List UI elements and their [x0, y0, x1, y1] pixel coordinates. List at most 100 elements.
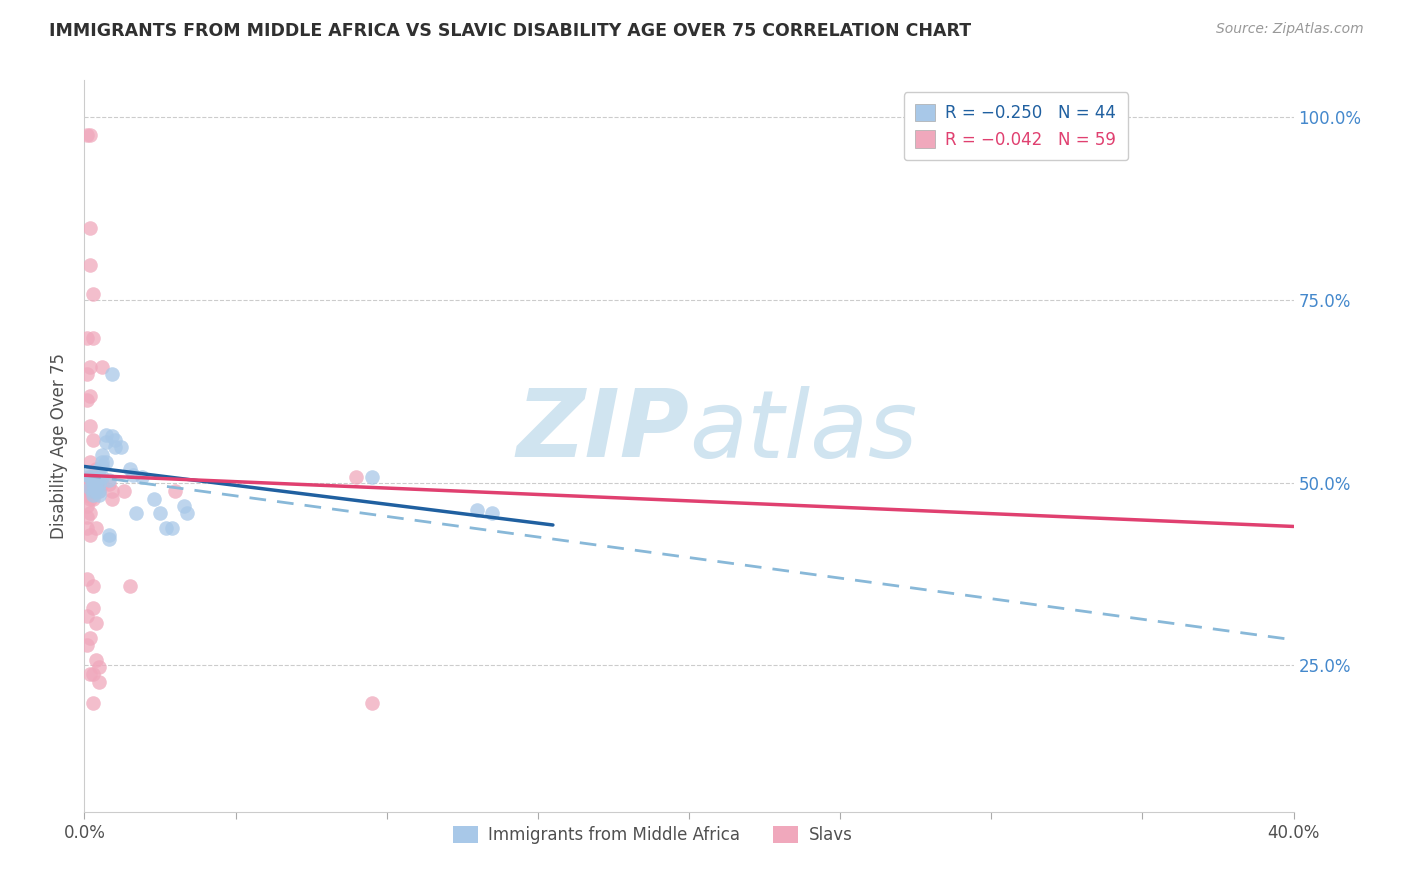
Point: [82, 477, 104, 491]
Point: [125, 506, 148, 520]
Point: [97, 474, 120, 488]
Point: [76, 484, 98, 499]
Point: [79, 484, 101, 499]
Text: IMMIGRANTS FROM MIDDLE AFRICA VS SLAVIC DISABILITY AGE OVER 75 CORRELATION CHART: IMMIGRANTS FROM MIDDLE AFRICA VS SLAVIC …: [49, 22, 972, 40]
Point: [82, 331, 104, 345]
Point: [82, 484, 104, 499]
Point: [89, 484, 111, 499]
Point: [86, 462, 108, 476]
Point: [76, 392, 98, 407]
Point: [91, 469, 114, 483]
Point: [86, 484, 108, 499]
Point: [467, 502, 489, 516]
Point: [79, 667, 101, 681]
Point: [79, 506, 101, 520]
Point: [76, 510, 98, 524]
Point: [97, 528, 120, 542]
Point: [79, 455, 101, 469]
Point: [86, 469, 108, 483]
Point: [82, 477, 104, 491]
Point: [79, 359, 101, 374]
Point: [76, 608, 98, 623]
Point: [82, 484, 104, 499]
Point: [79, 631, 101, 645]
Point: [86, 481, 108, 495]
Point: [112, 484, 135, 499]
Point: [94, 455, 117, 469]
Point: [86, 477, 108, 491]
Point: [481, 506, 503, 520]
Point: [110, 441, 132, 455]
Point: [76, 521, 98, 535]
Point: [89, 469, 111, 483]
Point: [160, 521, 183, 535]
Point: [149, 506, 172, 520]
Point: [76, 368, 98, 382]
Point: [79, 469, 101, 483]
Point: [100, 484, 122, 499]
Point: [131, 469, 153, 483]
Point: [97, 532, 120, 546]
Point: [76, 499, 98, 513]
Point: [89, 674, 111, 689]
Point: [89, 488, 111, 502]
Point: [76, 331, 98, 345]
Point: [91, 359, 114, 374]
Point: [86, 615, 108, 630]
Point: [76, 477, 98, 491]
Point: [100, 429, 122, 443]
Point: [89, 462, 111, 476]
Point: [91, 448, 114, 462]
Point: [82, 697, 104, 711]
Point: [91, 477, 114, 491]
Point: [100, 491, 122, 506]
Text: Source: ZipAtlas.com: Source: ZipAtlas.com: [1216, 22, 1364, 37]
Point: [79, 477, 101, 491]
Point: [118, 579, 141, 593]
Point: [79, 221, 101, 235]
Point: [104, 433, 127, 447]
Point: [86, 477, 108, 491]
Point: [173, 499, 195, 513]
Text: atlas: atlas: [689, 386, 917, 477]
Point: [76, 128, 98, 143]
Point: [79, 418, 101, 433]
Point: [79, 258, 101, 272]
Point: [360, 697, 382, 711]
Point: [82, 433, 104, 447]
Point: [142, 491, 165, 506]
Point: [82, 601, 104, 615]
Point: [121, 468, 143, 483]
Point: [82, 286, 104, 301]
Point: [91, 458, 114, 473]
Text: ZIP: ZIP: [516, 385, 689, 477]
Point: [82, 488, 104, 502]
Point: [360, 469, 382, 483]
Point: [86, 474, 108, 488]
Point: [86, 652, 108, 666]
Point: [76, 572, 98, 586]
Point: [89, 660, 111, 674]
Point: [82, 491, 104, 506]
Point: [100, 368, 122, 382]
Point: [89, 477, 111, 491]
Point: [91, 455, 114, 469]
Point: [346, 469, 368, 483]
Point: [118, 462, 141, 476]
Y-axis label: Disability Age Over 75: Disability Age Over 75: [51, 353, 69, 539]
Point: [76, 488, 98, 502]
Point: [97, 477, 120, 491]
Point: [79, 481, 101, 495]
Point: [79, 528, 101, 542]
Point: [76, 468, 98, 483]
Legend: Immigrants from Middle Africa, Slavs: Immigrants from Middle Africa, Slavs: [446, 820, 859, 851]
Point: [82, 579, 104, 593]
Point: [155, 521, 177, 535]
Point: [79, 389, 101, 403]
Point: [79, 469, 101, 483]
Point: [176, 506, 198, 520]
Point: [79, 128, 101, 143]
Point: [86, 521, 108, 535]
Point: [89, 469, 111, 483]
Point: [89, 484, 111, 499]
